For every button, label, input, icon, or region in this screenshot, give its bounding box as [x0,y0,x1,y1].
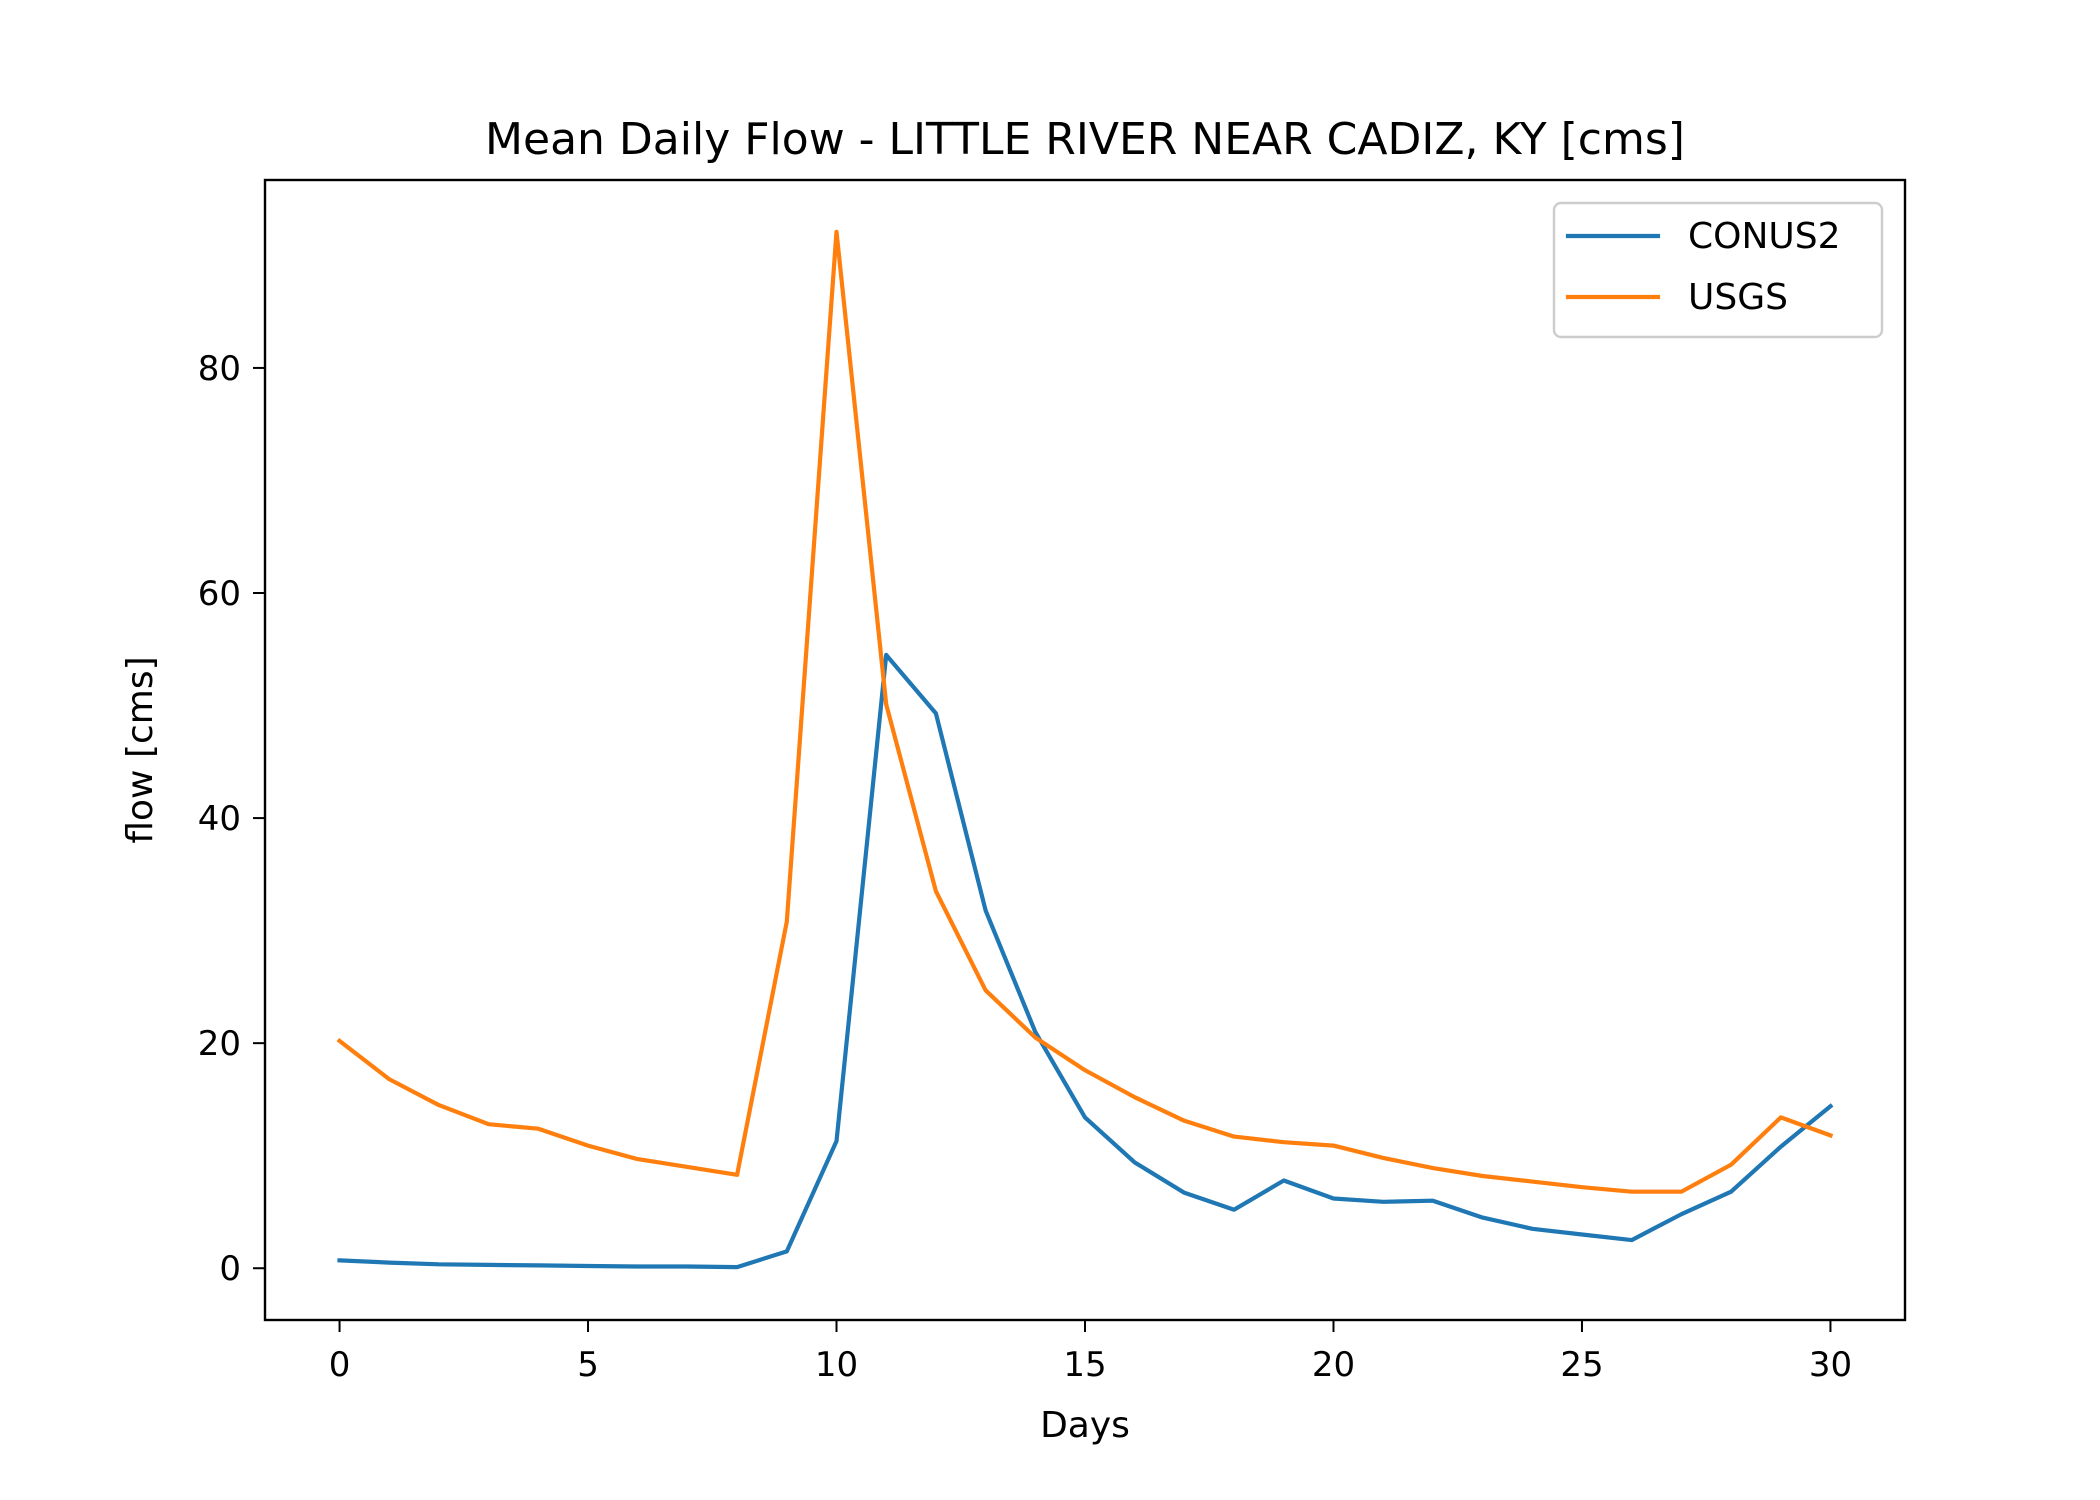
chart-title: Mean Daily Flow - LITTLE RIVER NEAR CADI… [485,114,1685,165]
x-tick-label: 15 [1063,1345,1106,1385]
x-tick-label: 5 [577,1345,599,1385]
x-tick-label: 20 [1312,1345,1355,1385]
legend: CONUS2 USGS [1552,201,1884,339]
y-tick-label: 20 [198,1024,241,1064]
series-line-usgs [336,229,1834,1194]
series-line-conus2 [337,652,1834,1270]
y-tick-label: 60 [198,574,241,614]
x-tick-label: 30 [1809,1345,1852,1385]
x-axis-label: Days [1040,1405,1130,1446]
y-tick-label: 40 [198,799,241,839]
x-tick-label: 10 [815,1345,858,1385]
legend-label-usgs: USGS [1688,277,1788,318]
legend-label-conus2: CONUS2 [1688,216,1841,257]
x-tick-label: 0 [329,1345,351,1385]
y-tick-label: 80 [198,349,241,389]
plot-lines [336,229,1834,1270]
x-tick-label: 25 [1560,1345,1603,1385]
y-tick-label: 0 [219,1249,241,1289]
y-axis-label: flow [cms] [120,656,161,843]
x-axis: 0 5 10 15 20 25 30 [329,1320,1852,1385]
y-axis: 0 20 40 60 80 [198,349,265,1289]
